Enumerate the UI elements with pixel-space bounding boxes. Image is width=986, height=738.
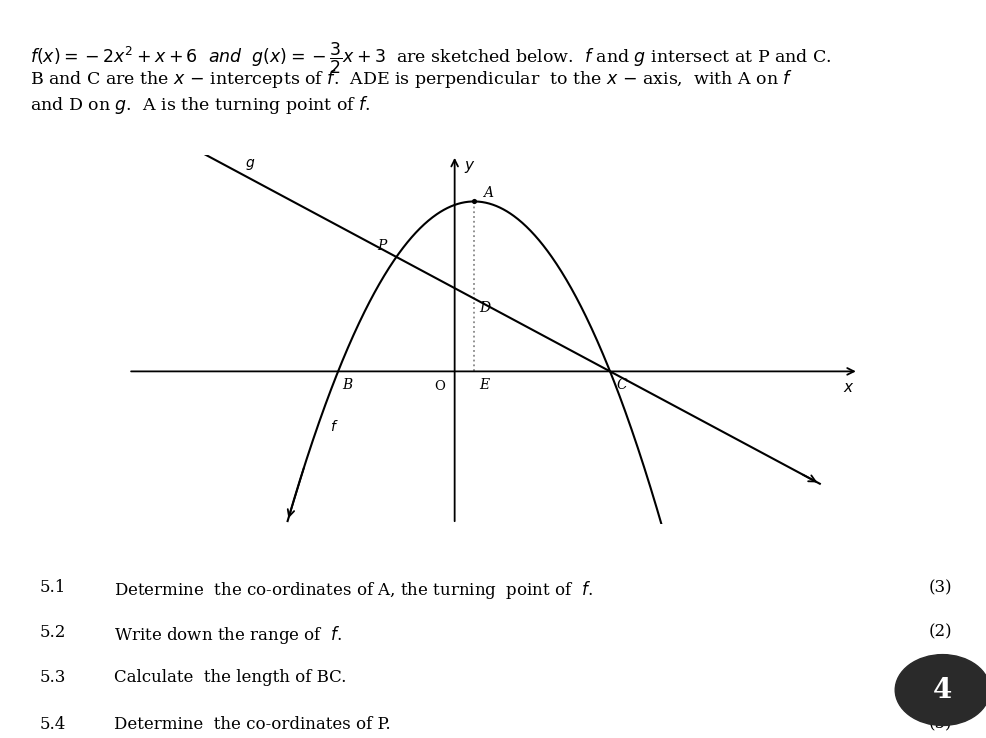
Point <box>465 196 481 207</box>
Text: $f$: $f$ <box>330 419 338 434</box>
Text: B: B <box>341 379 352 393</box>
Text: B and C are the $x$ $-$ intercepts of $\mathit{f}$.  ADE is perpendicular  to th: B and C are the $x$ $-$ intercepts of $\… <box>30 68 792 90</box>
Text: (3): (3) <box>928 579 951 596</box>
Text: 5.1: 5.1 <box>39 579 66 596</box>
Text: C: C <box>615 379 626 393</box>
Text: (5): (5) <box>928 716 951 733</box>
Text: D: D <box>479 301 490 315</box>
Text: 4: 4 <box>932 677 951 703</box>
Text: $f(x) = -2x^2 + x + 6$  $\mathit{and}$  $g(x) = -\dfrac{3}{2}x + 3$  are sketche: $f(x) = -2x^2 + x + 6$ $\mathit{and}$ $g… <box>30 41 830 76</box>
Text: P: P <box>377 239 386 253</box>
Text: A: A <box>483 186 493 200</box>
Text: $x$: $x$ <box>842 381 854 395</box>
Text: $g$: $g$ <box>245 156 254 172</box>
Text: Determine  the co-ordinates of P.: Determine the co-ordinates of P. <box>113 716 389 733</box>
Text: (2): (2) <box>928 624 951 641</box>
Text: Calculate  the length of BC.: Calculate the length of BC. <box>113 669 345 686</box>
Text: 5.4: 5.4 <box>39 716 66 733</box>
Text: $y$: $y$ <box>463 159 475 175</box>
Text: (4): (4) <box>928 669 951 686</box>
Text: 5.3: 5.3 <box>39 669 66 686</box>
Text: and D on $\mathit{g}$.  A is the turning point of $\mathit{f}$.: and D on $\mathit{g}$. A is the turning … <box>30 94 370 117</box>
Text: Determine  the co-ordinates of A, the turning  point of  $\mathit{f}$.: Determine the co-ordinates of A, the tur… <box>113 579 592 601</box>
Text: O: O <box>434 380 445 393</box>
Text: E: E <box>478 379 488 393</box>
Text: 5.2: 5.2 <box>39 624 66 641</box>
Text: Write down the range of  $\mathit{f}$.: Write down the range of $\mathit{f}$. <box>113 624 341 646</box>
